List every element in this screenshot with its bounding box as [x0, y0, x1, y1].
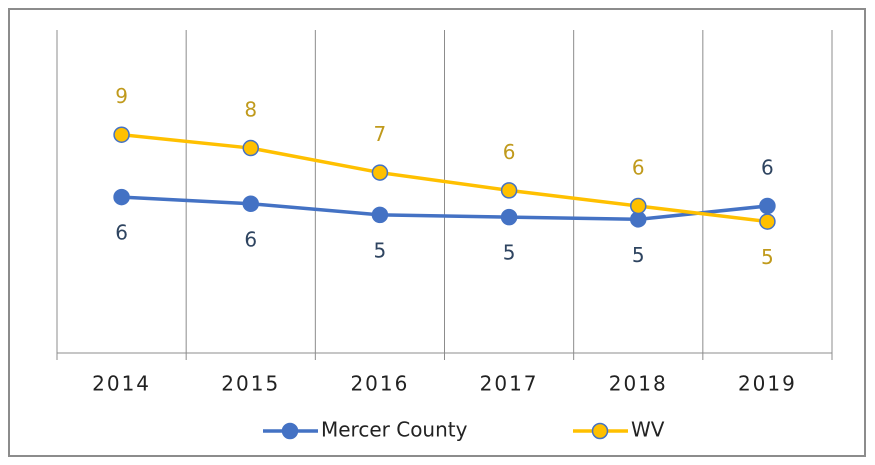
chart-border [8, 8, 866, 457]
x-tick-label: 2015 [221, 372, 280, 396]
data-label: 6 [761, 155, 774, 179]
data-point [242, 139, 259, 157]
data-point [759, 197, 776, 215]
legend-marker [281, 422, 299, 440]
data-label: 7 [374, 122, 387, 146]
data-label: 6 [115, 221, 128, 245]
data-label: 6 [244, 227, 257, 251]
x-tick-label: 2018 [609, 372, 668, 396]
legend-marker [591, 422, 609, 440]
legend-label: WV [631, 418, 665, 442]
data-point [242, 195, 259, 213]
data-label: 5 [761, 245, 774, 269]
x-tick-label: 2014 [92, 372, 151, 396]
data-point [759, 213, 776, 230]
data-label: 6 [632, 155, 645, 179]
data-label: 6 [503, 140, 516, 164]
data-point [630, 197, 647, 215]
data-label: 9 [115, 84, 128, 108]
data-label: 8 [244, 98, 257, 122]
data-point [113, 126, 130, 143]
data-point [500, 208, 518, 226]
data-point [371, 206, 389, 224]
series-line [121, 195, 768, 222]
x-tick-label: 2019 [738, 372, 797, 396]
x-tick-label: 2017 [480, 372, 539, 396]
legend-label: Mercer County [321, 418, 468, 442]
data-label: 5 [503, 241, 516, 265]
data-label: 5 [374, 238, 387, 262]
series-line [121, 132, 768, 224]
data-point [500, 182, 518, 199]
x-tick-label: 2016 [350, 372, 409, 396]
data-point [371, 164, 389, 181]
data-label: 5 [632, 243, 645, 267]
data-point [113, 188, 130, 206]
